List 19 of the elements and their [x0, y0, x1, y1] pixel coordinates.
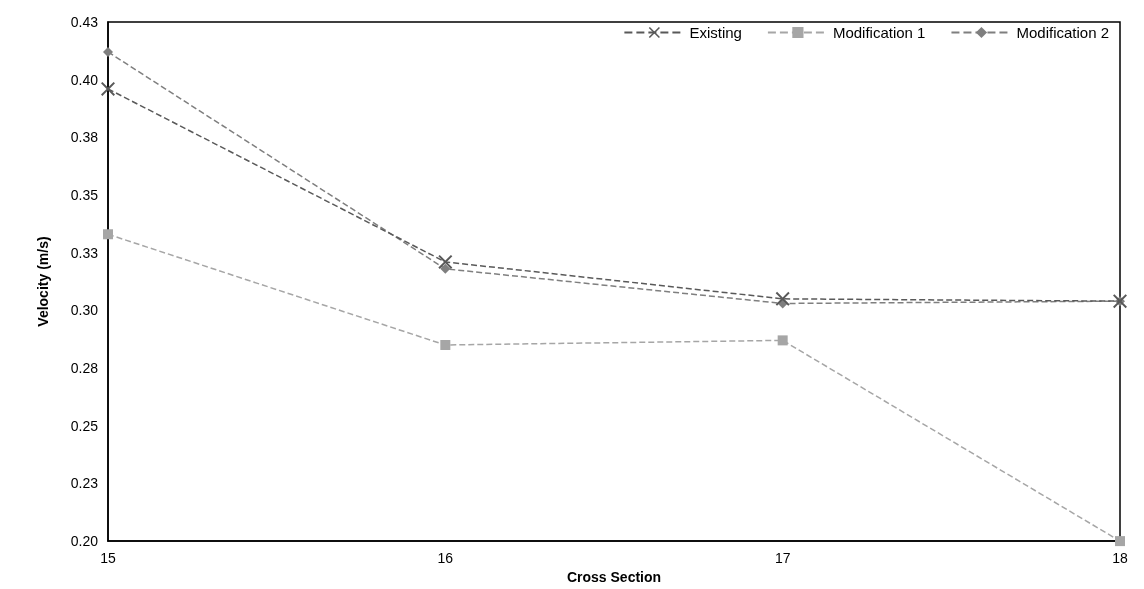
y-tick-label: 0.23: [70, 475, 99, 492]
x-axis-title: Cross Section: [566, 569, 662, 585]
legend-label: Existing: [689, 24, 742, 41]
legend-label: Modification 1: [832, 24, 926, 41]
y-tick-label: 0.43: [70, 14, 99, 30]
x-tick-label: 18: [1112, 550, 1128, 567]
y-tick-label: 0.33: [70, 244, 99, 261]
y-axis-title: Velocity (m/s): [35, 236, 51, 327]
x-tick-label: 16: [437, 550, 454, 567]
y-tick-label: 0.38: [70, 129, 99, 146]
x-tick-label: 17: [774, 550, 791, 567]
y-tick-label: 0.20: [70, 533, 99, 550]
y-tick-label: 0.35: [70, 187, 99, 204]
y-tick-label: 0.30: [70, 302, 99, 319]
y-tick-label: 0.40: [70, 71, 99, 88]
legend-label: Modification 2: [1016, 24, 1110, 41]
y-tick-label: 0.25: [70, 417, 99, 434]
x-tick-label: 15: [100, 550, 116, 567]
y-tick-label: 0.28: [70, 360, 99, 377]
